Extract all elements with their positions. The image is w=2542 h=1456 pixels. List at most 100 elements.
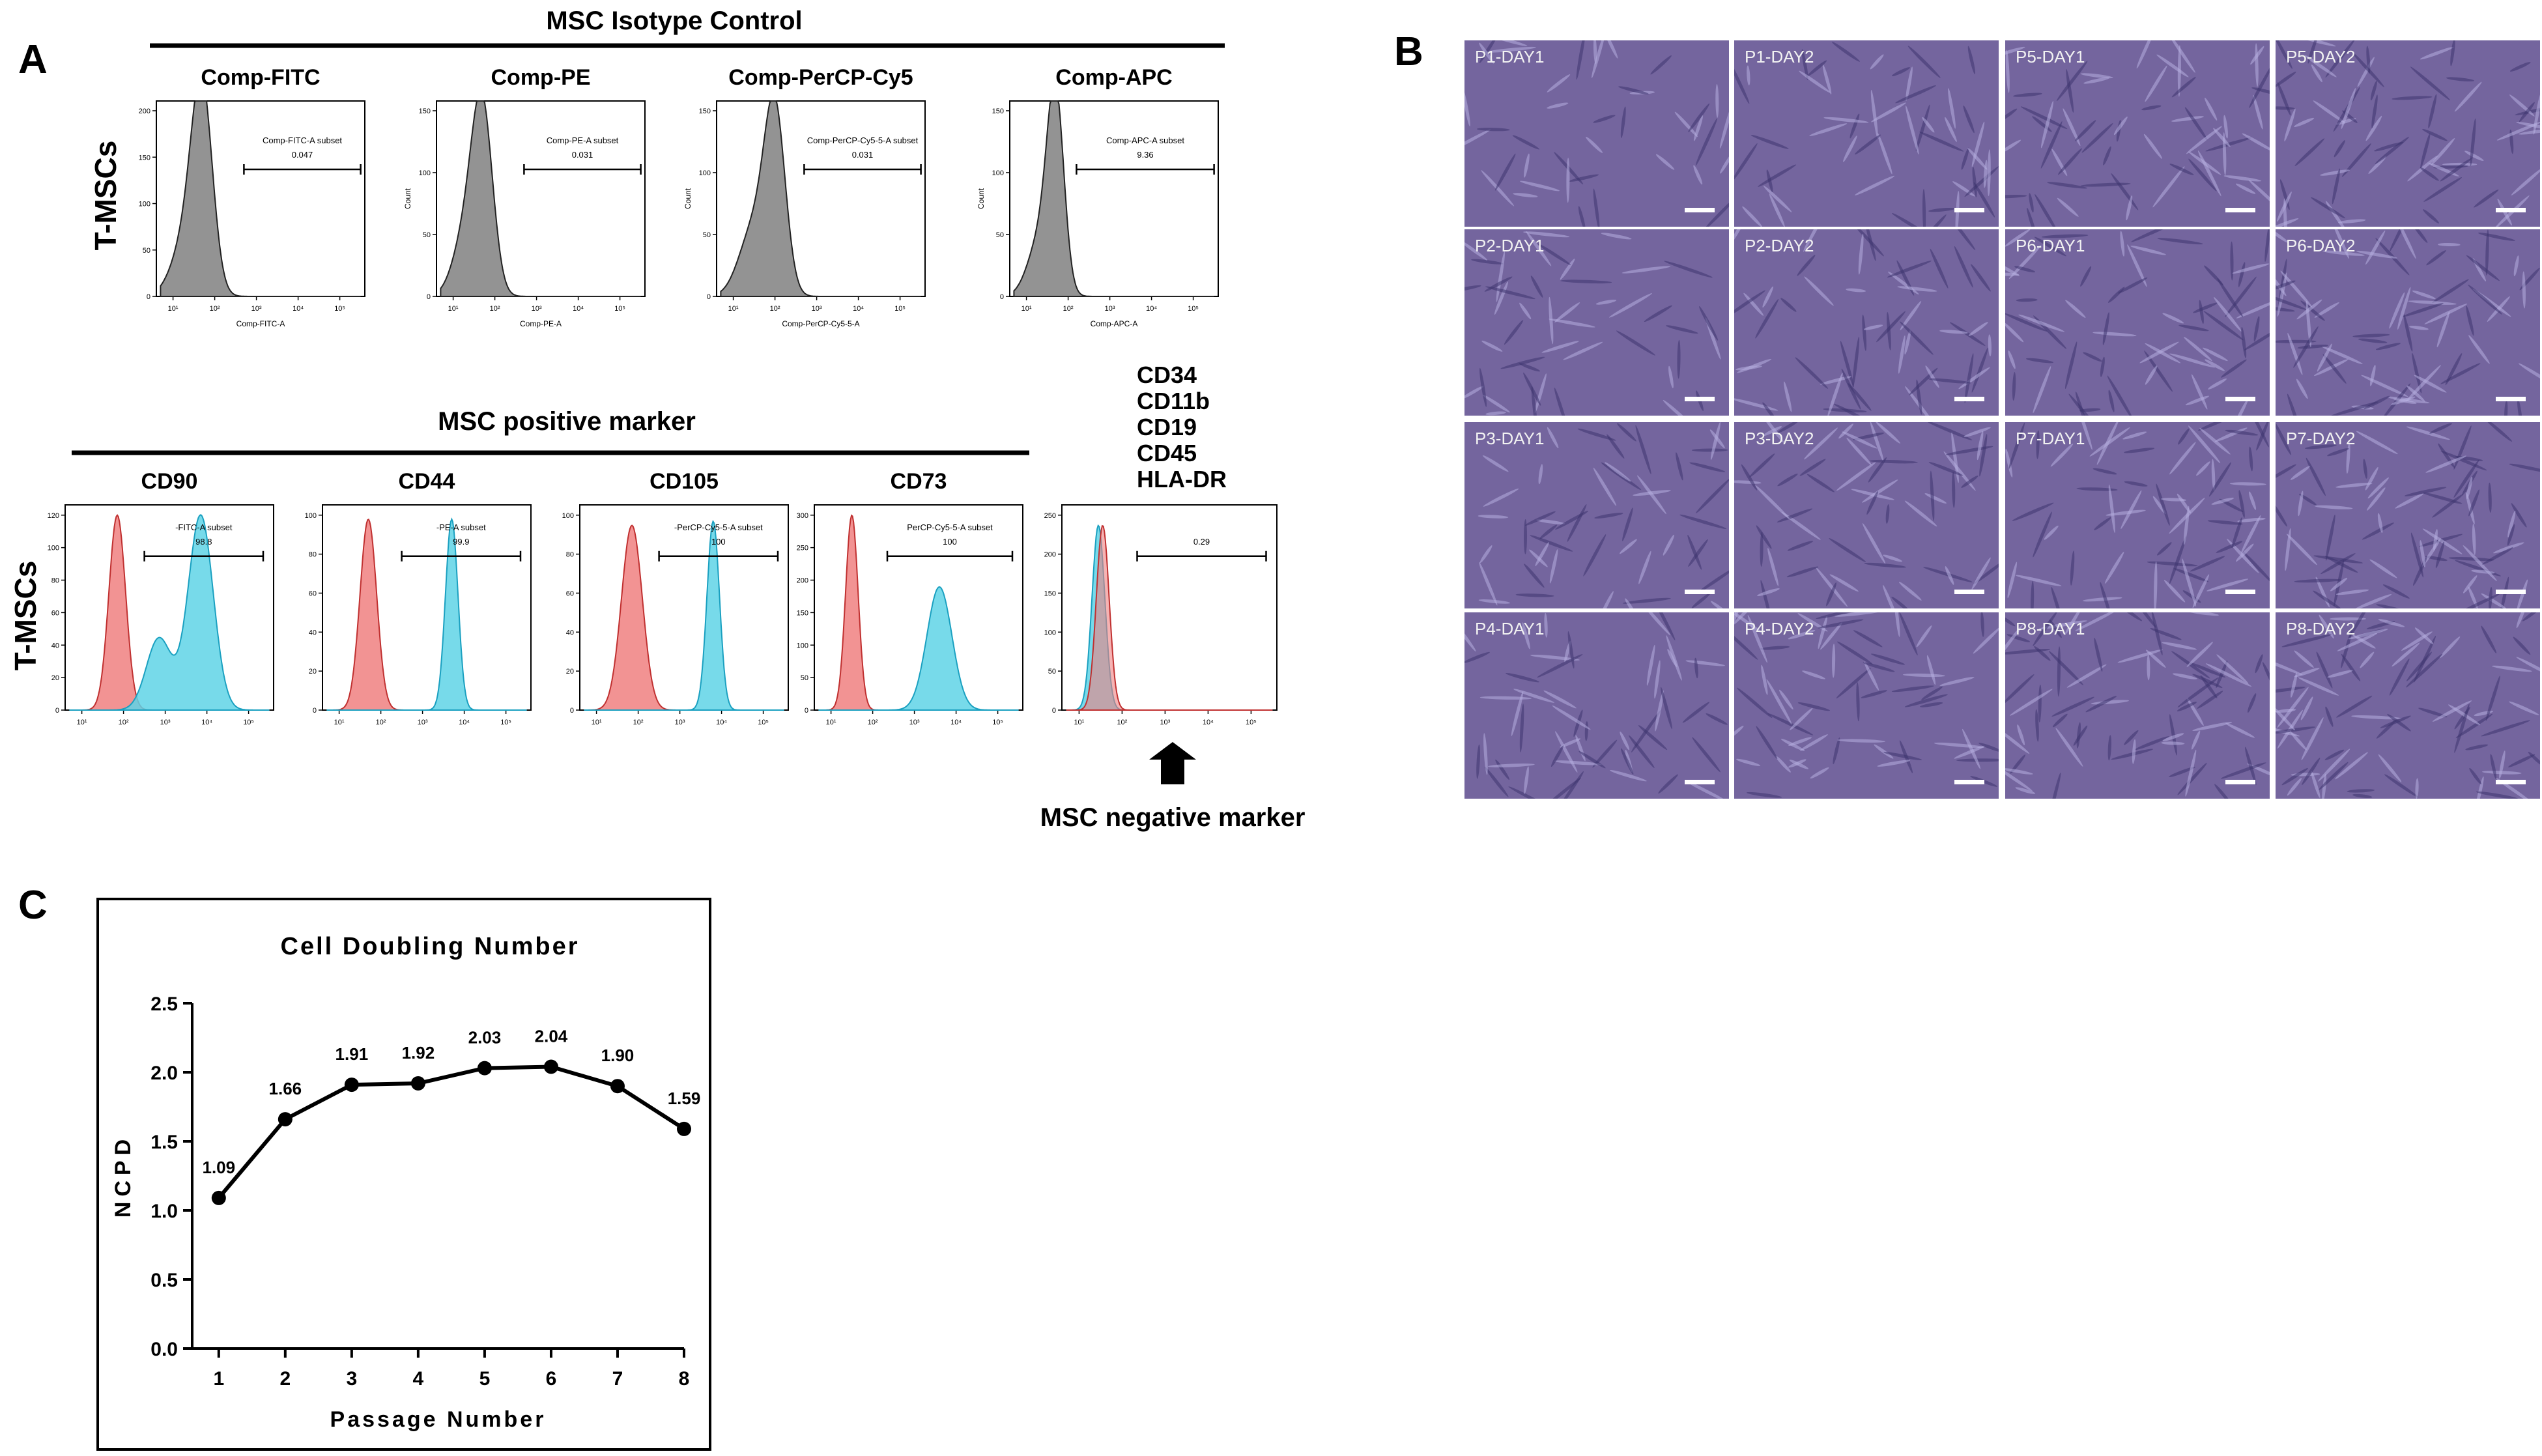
x-tick-label: 10⁴ <box>1203 719 1214 726</box>
x-tick-label: 10⁵ <box>1246 719 1257 726</box>
scale-bar <box>1954 780 1984 784</box>
gate-value: 98.8 <box>195 537 212 547</box>
x-tick-label: 10² <box>119 719 129 726</box>
x-tick-label: 10¹ <box>448 305 459 313</box>
data-point <box>677 1121 691 1136</box>
negative-marker: HLA-DR <box>1137 466 1227 492</box>
scale-bar <box>2496 590 2526 594</box>
data-label: 1.92 <box>402 1043 435 1063</box>
y-tick-label: 1.0 <box>150 1201 178 1222</box>
histogram-title: CD90 <box>141 469 198 494</box>
gate-value: 100 <box>711 537 726 547</box>
histogram-plot: 0 20 40 60 80 100 10¹ 10² 10³ 10⁴ 10⁵ -PerCP-Cy5-5-… <box>562 469 789 726</box>
microscopy-image: P8-DAY1 <box>2005 612 2270 799</box>
x-tick-label: 10¹ <box>826 719 836 726</box>
y-tick-label: 150 <box>419 107 431 115</box>
cell-texture <box>2005 422 2270 608</box>
gate-value: 0.031 <box>572 150 593 160</box>
y-tick-label: 20 <box>309 668 317 676</box>
microscopy-image: P4-DAY1 <box>1464 612 1729 799</box>
x-tick-label: 10² <box>633 719 644 726</box>
y-tick-label: 100 <box>699 169 711 177</box>
positive-title: MSC positive marker <box>438 407 696 436</box>
histogram-plot: 0 50 100 150 200 250 300 10¹ 10² 10³ 10⁴ 10⁵ PerCP-C… <box>797 469 1023 726</box>
x-tick-label: 10³ <box>532 305 542 313</box>
cell-texture <box>1464 612 1728 799</box>
scale-bar <box>1685 208 1715 212</box>
x-tick-label: 10³ <box>812 305 822 313</box>
microscopy-image: P5-DAY1 <box>2005 40 2270 227</box>
unstained-histogram <box>1066 524 1273 711</box>
x-tick-label: 10⁵ <box>894 305 906 313</box>
microscopy-label: P4-DAY1 <box>1475 619 1545 638</box>
y-tick-label: 60 <box>309 590 317 597</box>
microscopy-label: P8-DAY2 <box>2286 619 2356 638</box>
isotype-histogram <box>440 100 641 297</box>
gate-value: 99.9 <box>453 537 469 547</box>
y-tick-label: 150 <box>797 609 808 617</box>
y-tick-label: 20 <box>51 674 59 682</box>
gate-value: 0.047 <box>292 150 313 160</box>
gate-label: Comp-APC-A subset <box>1106 136 1184 145</box>
data-label: 2.03 <box>468 1028 502 1048</box>
y-tick-label: 40 <box>566 629 574 636</box>
microscopy-label: P6-DAY2 <box>2286 236 2356 255</box>
scale-bar <box>2225 208 2255 212</box>
x-tick-label: 7 <box>612 1368 623 1390</box>
scale-bar <box>2496 397 2526 401</box>
data-label: 1.59 <box>668 1089 701 1108</box>
x-tick-label: 3 <box>347 1368 358 1390</box>
cell-texture <box>2276 422 2540 608</box>
cell-texture <box>1464 40 1729 227</box>
microscopy-label: P5-DAY1 <box>2016 47 2085 66</box>
y-tick-label: 0 <box>313 707 317 715</box>
microscopy-label: P3-DAY1 <box>1475 429 1545 448</box>
y-tick-label: 0 <box>805 707 808 715</box>
cell-texture <box>2276 229 2540 416</box>
y-tick-label: 150 <box>992 107 1004 115</box>
data-point <box>477 1061 492 1076</box>
microscopy-label: P3-DAY2 <box>1745 429 1814 448</box>
x-tick-label: 10¹ <box>1021 305 1032 313</box>
cell-texture <box>1478 422 1729 608</box>
y-tick-label: 40 <box>309 629 317 636</box>
x-tick-label: 10¹ <box>77 719 87 726</box>
cell-texture <box>1734 422 1999 608</box>
y-tick-label: 2.0 <box>150 1063 178 1084</box>
x-axis-label: Passage Number <box>330 1407 547 1432</box>
x-tick-label: 10¹ <box>168 305 179 313</box>
x-tick-label: 6 <box>546 1368 557 1390</box>
histogram-title: Comp-APC <box>1055 65 1172 90</box>
x-tick-label: 10³ <box>160 719 171 726</box>
data-point <box>211 1190 226 1205</box>
x-axis-label: Comp-APC-A <box>1091 319 1138 328</box>
y-tick-label: 50 <box>143 247 150 255</box>
scale-bar <box>2225 397 2255 401</box>
y-tick-label: 1.5 <box>150 1132 178 1153</box>
x-axis-label: Comp-PE-A <box>520 319 562 328</box>
y-tick-label: 120 <box>48 512 59 520</box>
cell-texture <box>2005 612 2270 799</box>
x-tick-label: 10³ <box>418 719 428 726</box>
gate-label: Comp-FITC-A subset <box>263 136 342 145</box>
y-tick-label: 100 <box>562 512 574 520</box>
y-tick-label: 150 <box>699 107 711 115</box>
microscopy-label: P4-DAY2 <box>1745 619 1814 638</box>
y-tick-label: 80 <box>51 577 59 585</box>
cell-texture <box>2005 40 2270 227</box>
gate-label: Comp-PE-A subset <box>547 136 619 145</box>
microscopy-image: P3-DAY2 <box>1734 422 1999 608</box>
scale-bar <box>2225 590 2255 594</box>
y-tick-label: 0 <box>55 707 59 715</box>
y-tick-label: 0 <box>1052 707 1056 715</box>
data-label: 1.09 <box>203 1158 236 1177</box>
histogram-plot: 0 50 100 150 10¹ 10² 10³ 10⁴ 10⁵ Comp-PerCP-Cy5-5… <box>683 65 926 328</box>
negative-marker: CD34 <box>1137 362 1197 388</box>
x-tick-label: 10⁵ <box>334 305 345 313</box>
data-label: 1.91 <box>336 1044 369 1064</box>
y-tick-label: 100 <box>305 512 317 520</box>
gate-label: -FITC-A subset <box>175 522 233 532</box>
x-tick-label: 10³ <box>1160 719 1170 726</box>
